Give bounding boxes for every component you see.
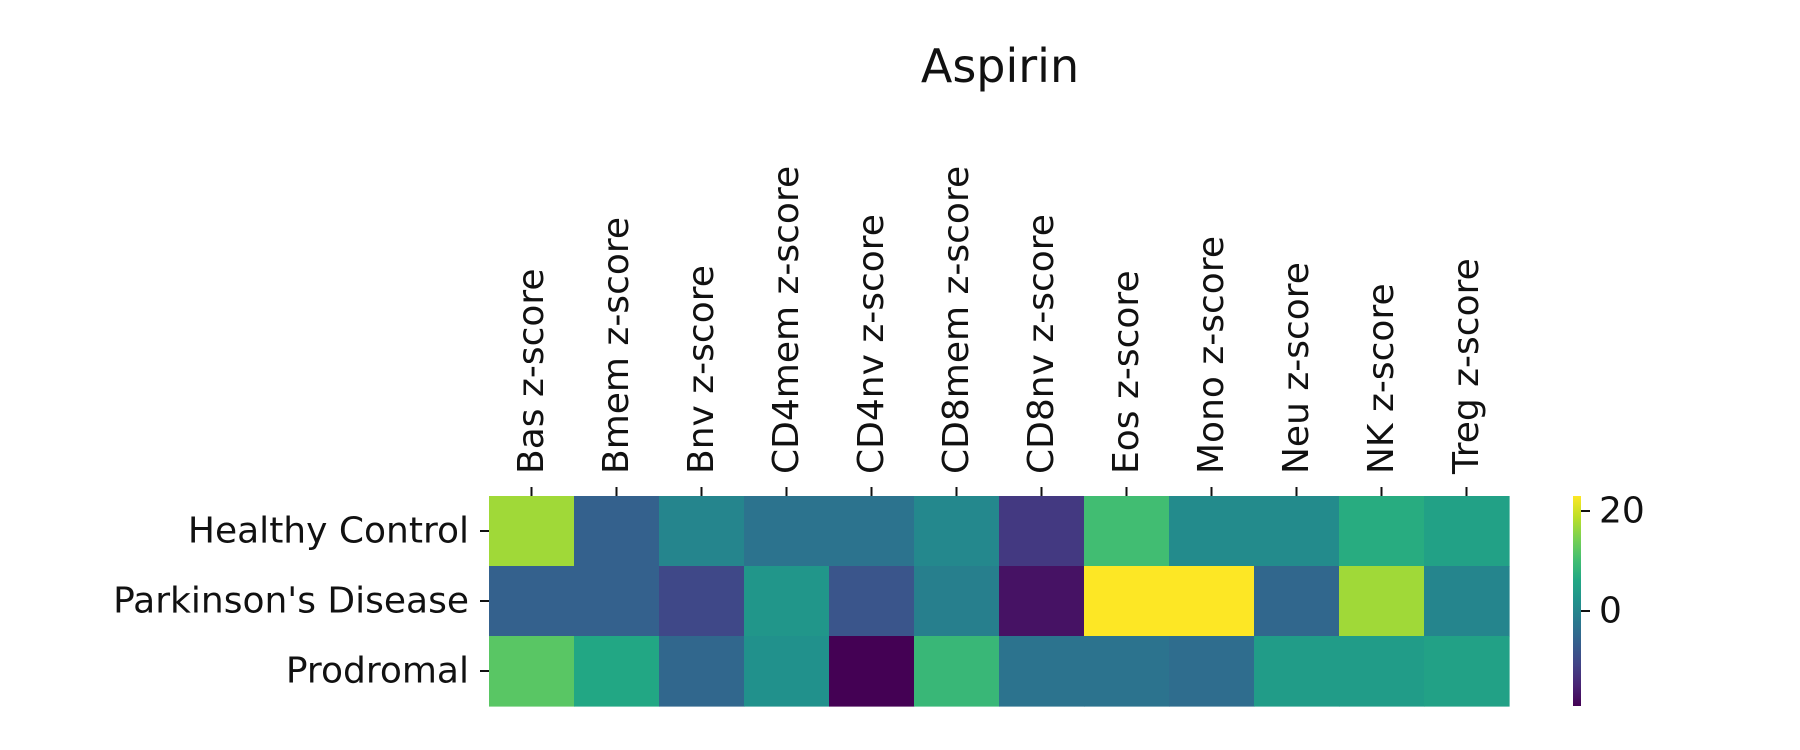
row-label: Prodromal (286, 651, 469, 692)
heatmap-cell (744, 566, 830, 637)
column-labels: Bas z-score Bmem z-score Bnv z-score CD4mem… (511, 166, 1487, 496)
heatmap-cell (574, 636, 660, 707)
column-label: Bnv z-score (681, 265, 722, 474)
heatmap-cell (1424, 496, 1510, 567)
column-label: Mono z-score (1191, 236, 1232, 474)
heatmap-cell (1084, 496, 1170, 567)
heatmap-cell (659, 496, 745, 567)
colorbar-tick-label: 20 (1599, 491, 1645, 532)
heatmap-cell (1339, 496, 1425, 567)
heatmap-cell (659, 636, 745, 707)
heatmap-cell (999, 496, 1085, 567)
column-label: CD4nv z-score (851, 214, 892, 474)
heatmap-cell (829, 566, 915, 637)
heatmap-cell (1254, 496, 1340, 567)
heatmap-cell (829, 636, 915, 707)
heatmap-cell (914, 636, 1000, 707)
column-label: Treg z-score (1446, 258, 1487, 475)
heatmap-cell (574, 496, 660, 567)
heatmap-cell (1339, 636, 1425, 707)
heatmap-cell (1254, 636, 1340, 707)
heatmap-cell (999, 636, 1085, 707)
heatmap-cell (1424, 636, 1510, 707)
heatmap-cell (744, 496, 830, 567)
colorbar-tick-label: 0 (1599, 591, 1622, 632)
heatmap-cell (914, 496, 1000, 567)
row-label: Healthy Control (188, 511, 469, 552)
row-label: Parkinson's Disease (113, 581, 469, 622)
heatmap-cell (744, 636, 830, 707)
heatmap-cell (659, 566, 745, 637)
column-label: NK z-score (1361, 283, 1402, 474)
heatmap-cell (489, 496, 575, 567)
heatmap-cell (829, 496, 915, 567)
column-label: CD4mem z-score (766, 166, 807, 474)
heatmap-cell (489, 566, 575, 637)
heatmap-cell (574, 566, 660, 637)
row-labels: Healthy Control Parkinson's Disease Prodro… (113, 511, 489, 692)
colorbar-ticks: 20 0 (1581, 491, 1645, 632)
column-label: Bas z-score (511, 268, 552, 474)
column-label: Bmem z-score (596, 217, 637, 474)
heatmap-cell (999, 566, 1085, 637)
column-label: CD8mem z-score (936, 166, 977, 474)
heatmap-cell (1169, 566, 1255, 637)
heatmap-cell (1084, 636, 1170, 707)
heatmap-cell (1169, 496, 1255, 567)
heatmap-cells (489, 496, 1510, 707)
chart-title: Aspirin (921, 39, 1079, 93)
heatmap-cell (1254, 566, 1340, 637)
heatmap-cell (1424, 566, 1510, 637)
colorbar (1573, 496, 1581, 706)
heatmap-cell (1084, 566, 1170, 637)
heatmap-cell (914, 566, 1000, 637)
column-label: CD8nv z-score (1021, 214, 1062, 474)
heatmap-cell (1169, 636, 1255, 707)
column-label: Eos z-score (1106, 270, 1147, 474)
column-label: Neu z-score (1276, 262, 1317, 474)
heatmap-cell (1339, 566, 1425, 637)
heatmap-cell (489, 636, 575, 707)
